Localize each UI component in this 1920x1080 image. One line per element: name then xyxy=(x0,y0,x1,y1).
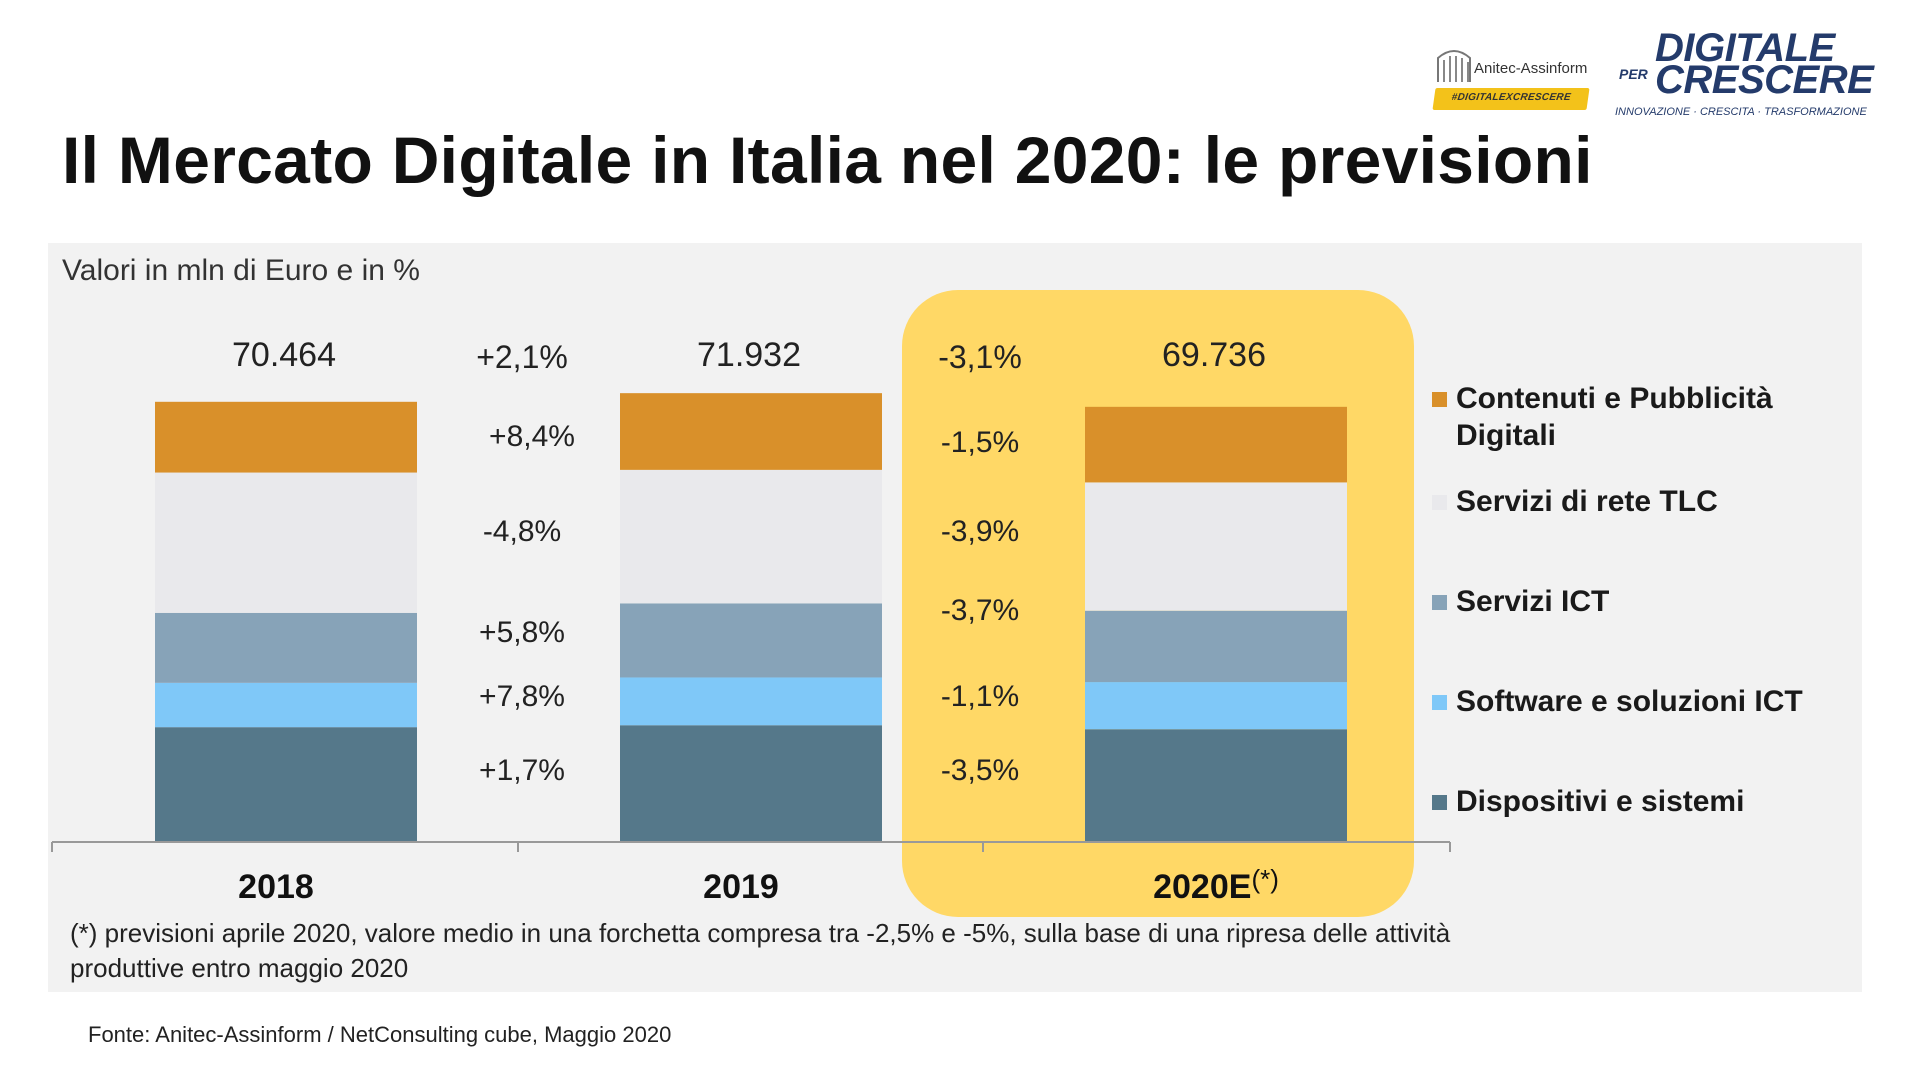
legend-label: Dispositivi e sistemi xyxy=(1456,785,1745,818)
bar-total-label: 69.736 xyxy=(1162,336,1266,374)
legend-swatch xyxy=(1432,495,1447,510)
x-tick-footnote-mark: (*) xyxy=(1251,864,1278,894)
dpc-tagline: INNOVAZIONE · CRESCITA · TRASFORMAZIONE xyxy=(1615,106,1867,118)
bar-segment-1-0 xyxy=(620,725,882,841)
source-note: Fonte: Anitec-Assinform / NetConsulting … xyxy=(88,1022,672,1047)
dpc-line1: DIGITALE xyxy=(1655,26,1835,70)
growth-label-2019: +5,8% xyxy=(479,616,565,649)
growth-label-2020: -3,9% xyxy=(941,515,1019,548)
dpc-per: PER xyxy=(1619,66,1648,82)
growth-label-2019: -4,8% xyxy=(483,515,561,548)
growth-label-2020: -1,1% xyxy=(941,680,1019,713)
legend-swatch xyxy=(1432,392,1447,407)
digitale-per-crescere-logo: DIGITALE PER CRESCERE INNOVAZIONE · CRES… xyxy=(1615,22,1905,132)
growth-label-2019: +7,8% xyxy=(479,680,565,713)
bar-segment-0-0 xyxy=(155,727,417,841)
bar-total-label: 70.464 xyxy=(232,336,336,374)
growth-label-2020: -3,5% xyxy=(941,754,1019,787)
legend-swatch xyxy=(1432,795,1447,810)
bar-segment-1-1 xyxy=(620,677,882,726)
bar-segment-2-2 xyxy=(1085,610,1347,683)
growth-label-2019: +8,4% xyxy=(489,420,575,453)
bar-segment-0-1 xyxy=(155,682,417,728)
bar-segment-0-4 xyxy=(155,401,417,473)
legend-swatch xyxy=(1432,695,1447,710)
anitec-name: Anitec-Assinform xyxy=(1474,60,1588,77)
growth-label-2020: -1,5% xyxy=(941,426,1019,459)
x-tick-label: 2019 xyxy=(703,868,779,906)
growth-total-2019: +2,1% xyxy=(476,339,568,375)
growth-total-2020: -3,1% xyxy=(938,339,1022,375)
legend-label: Servizi di rete TLC xyxy=(1456,485,1718,518)
chart-subtitle: Valori in mln di Euro e in % xyxy=(62,254,420,287)
bar-segment-1-3 xyxy=(620,469,882,604)
bar-segment-1-4 xyxy=(620,393,882,470)
bar-total-label: 71.932 xyxy=(697,336,801,374)
legend-label: Servizi ICT xyxy=(1456,585,1610,618)
header-logos: Anitec-Assinform #DIGITALEXCRESCERE DIGI… xyxy=(1430,22,1900,132)
dpc-line2: CRESCERE xyxy=(1655,58,1874,102)
bar-segment-1-2 xyxy=(620,603,882,678)
chart-footnote: (*) previsioni aprile 2020, valore medio… xyxy=(70,918,1451,983)
growth-label-2019: +1,7% xyxy=(479,754,565,787)
legend-swatch xyxy=(1432,595,1447,610)
legend-label: Software e soluzioni ICT xyxy=(1456,685,1803,718)
x-tick-label: 2018 xyxy=(238,868,314,906)
bar-segment-2-3 xyxy=(1085,482,1347,611)
x-tick-label: 2020E(*) xyxy=(1153,864,1279,906)
legend-label: Contenuti e Pubblicità Digitali xyxy=(1456,382,1773,452)
bar-segment-2-1 xyxy=(1085,682,1347,730)
anitec-emblem-icon xyxy=(1437,50,1471,82)
bar-segment-0-3 xyxy=(155,472,417,613)
bar-segment-2-4 xyxy=(1085,406,1347,483)
page-title: Il Mercato Digitale in Italia nel 2020: … xyxy=(62,123,1593,197)
growth-label-2020: -3,7% xyxy=(941,594,1019,627)
anitec-assinform-logo: Anitec-Assinform #DIGITALEXCRESCERE xyxy=(1430,32,1590,132)
bar-segment-0-2 xyxy=(155,612,417,683)
bar-segment-2-0 xyxy=(1085,729,1347,841)
